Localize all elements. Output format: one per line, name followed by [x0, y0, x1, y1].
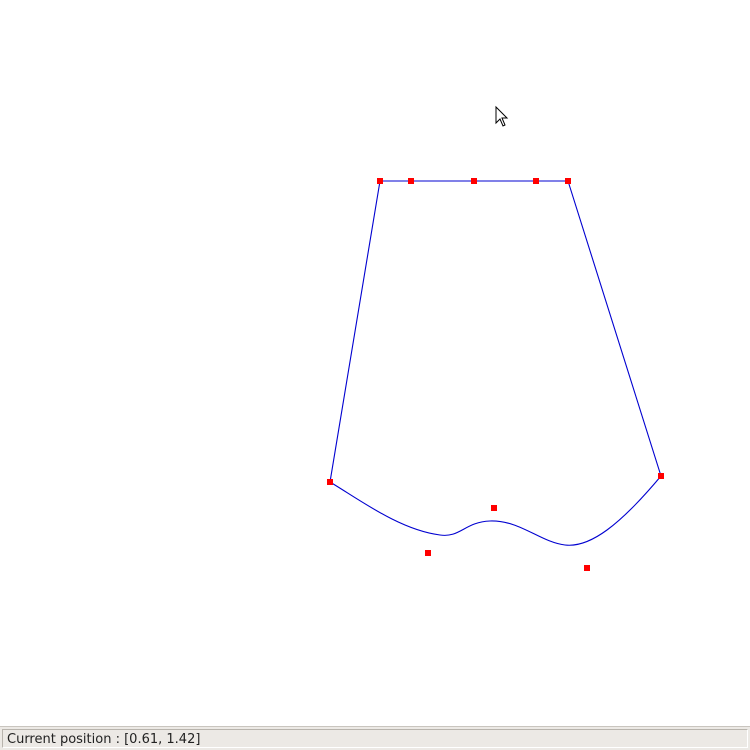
control-point[interactable] — [471, 178, 477, 184]
status-bar: Current position : [0.61, 1.42] — [0, 726, 750, 750]
shape-outline — [329, 180, 662, 546]
control-point[interactable] — [327, 479, 333, 485]
current-position-readout: Current position : [0.61, 1.42] — [7, 732, 200, 748]
control-point[interactable] — [565, 178, 571, 184]
control-point[interactable] — [408, 178, 414, 184]
control-point[interactable] — [491, 505, 497, 511]
status-panel: Current position : [0.61, 1.42] — [2, 729, 748, 748]
drawing-canvas[interactable] — [0, 0, 750, 726]
control-point[interactable] — [425, 550, 431, 556]
current-position-value: [0.61, 1.42] — [124, 732, 201, 747]
arrow-pointer-icon — [495, 105, 509, 127]
control-point[interactable] — [658, 473, 664, 479]
control-point[interactable] — [377, 178, 383, 184]
control-point[interactable] — [584, 565, 590, 571]
control-point[interactable] — [533, 178, 539, 184]
current-position-label: Current position : — [7, 732, 120, 747]
